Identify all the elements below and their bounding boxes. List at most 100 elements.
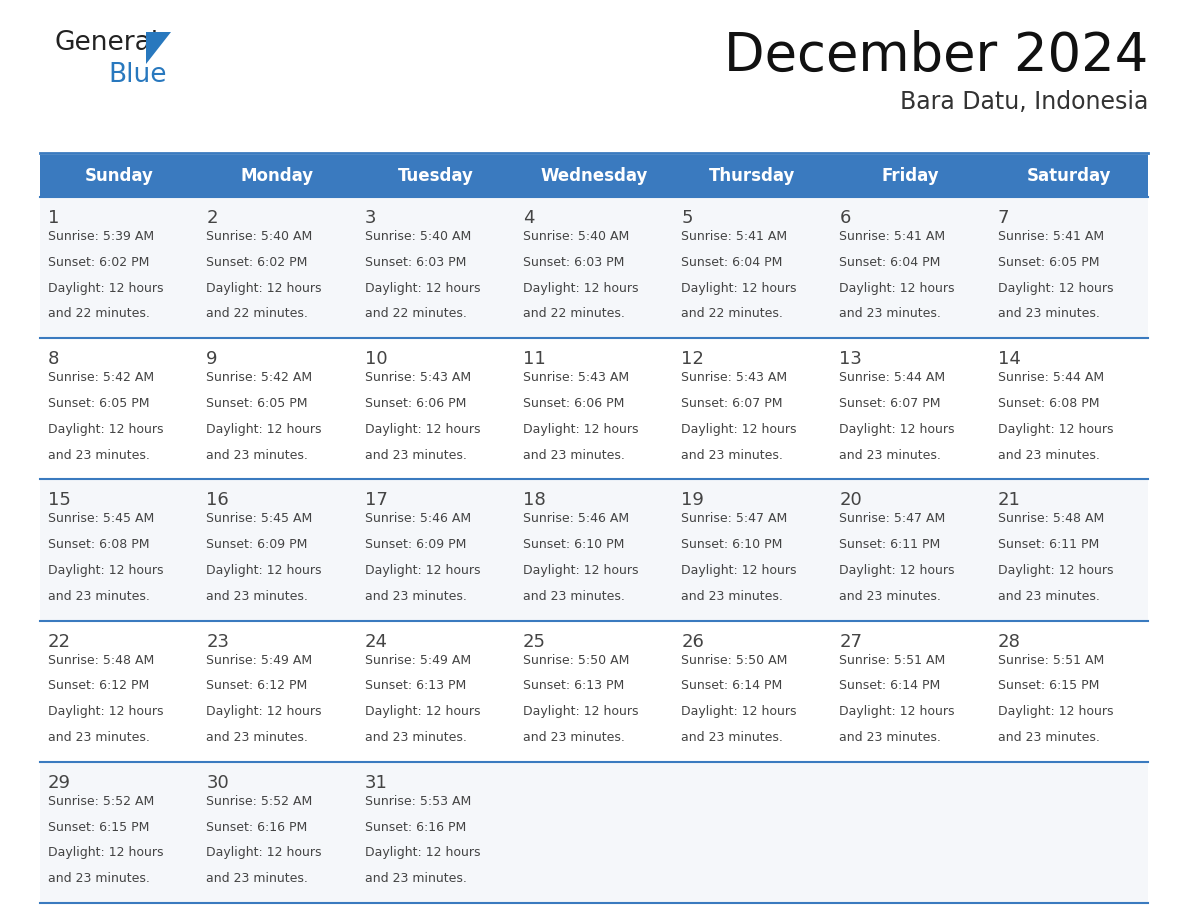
Text: Daylight: 12 hours: Daylight: 12 hours: [998, 423, 1113, 436]
Text: Daylight: 12 hours: Daylight: 12 hours: [523, 564, 638, 577]
Text: Daylight: 12 hours: Daylight: 12 hours: [998, 705, 1113, 718]
Text: and 23 minutes.: and 23 minutes.: [840, 731, 941, 744]
Text: and 23 minutes.: and 23 minutes.: [681, 589, 783, 603]
Text: Sunrise: 5:51 AM: Sunrise: 5:51 AM: [998, 654, 1104, 666]
Text: 2: 2: [207, 209, 217, 227]
Text: Sunrise: 5:49 AM: Sunrise: 5:49 AM: [207, 654, 312, 666]
Bar: [40, 621, 1148, 762]
Text: 19: 19: [681, 491, 704, 509]
Text: 17: 17: [365, 491, 387, 509]
Text: Monday: Monday: [241, 167, 314, 185]
Text: Sunrise: 5:44 AM: Sunrise: 5:44 AM: [840, 371, 946, 385]
Text: Wednesday: Wednesday: [541, 167, 647, 185]
Text: Sunrise: 5:46 AM: Sunrise: 5:46 AM: [365, 512, 470, 525]
Text: 4: 4: [523, 209, 535, 227]
Text: Sunset: 6:07 PM: Sunset: 6:07 PM: [681, 397, 783, 410]
Text: Sunrise: 5:41 AM: Sunrise: 5:41 AM: [998, 230, 1104, 243]
Text: and 23 minutes.: and 23 minutes.: [365, 872, 467, 885]
Text: Sunset: 6:08 PM: Sunset: 6:08 PM: [998, 397, 1099, 410]
Text: Daylight: 12 hours: Daylight: 12 hours: [840, 282, 955, 295]
Text: Sunset: 6:11 PM: Sunset: 6:11 PM: [998, 538, 1099, 551]
Text: Daylight: 12 hours: Daylight: 12 hours: [48, 564, 164, 577]
Text: Daylight: 12 hours: Daylight: 12 hours: [48, 846, 164, 859]
Text: Daylight: 12 hours: Daylight: 12 hours: [48, 423, 164, 436]
Text: Sunset: 6:15 PM: Sunset: 6:15 PM: [48, 821, 150, 834]
Text: Daylight: 12 hours: Daylight: 12 hours: [48, 282, 164, 295]
Text: 15: 15: [48, 491, 71, 509]
Text: 28: 28: [998, 633, 1020, 651]
Text: Sunrise: 5:46 AM: Sunrise: 5:46 AM: [523, 512, 628, 525]
Text: Sunset: 6:13 PM: Sunset: 6:13 PM: [523, 679, 624, 692]
Text: Daylight: 12 hours: Daylight: 12 hours: [365, 564, 480, 577]
Text: Sunset: 6:15 PM: Sunset: 6:15 PM: [998, 679, 1099, 692]
Text: Daylight: 12 hours: Daylight: 12 hours: [681, 282, 797, 295]
Text: Sunrise: 5:40 AM: Sunrise: 5:40 AM: [523, 230, 630, 243]
Text: Sunset: 6:04 PM: Sunset: 6:04 PM: [840, 256, 941, 269]
Text: Sunrise: 5:51 AM: Sunrise: 5:51 AM: [840, 654, 946, 666]
Text: and 23 minutes.: and 23 minutes.: [998, 731, 1100, 744]
Text: Sunset: 6:14 PM: Sunset: 6:14 PM: [681, 679, 783, 692]
Text: Sunrise: 5:43 AM: Sunrise: 5:43 AM: [365, 371, 470, 385]
Text: Sunset: 6:05 PM: Sunset: 6:05 PM: [998, 256, 1099, 269]
Text: 14: 14: [998, 350, 1020, 368]
Text: and 23 minutes.: and 23 minutes.: [840, 589, 941, 603]
Text: Sunrise: 5:44 AM: Sunrise: 5:44 AM: [998, 371, 1104, 385]
Text: Daylight: 12 hours: Daylight: 12 hours: [681, 423, 797, 436]
Text: Sunset: 6:10 PM: Sunset: 6:10 PM: [681, 538, 783, 551]
Text: General: General: [55, 30, 159, 56]
Text: Daylight: 12 hours: Daylight: 12 hours: [523, 423, 638, 436]
Text: 9: 9: [207, 350, 217, 368]
Text: Daylight: 12 hours: Daylight: 12 hours: [207, 423, 322, 436]
Text: 30: 30: [207, 774, 229, 792]
Text: Sunset: 6:02 PM: Sunset: 6:02 PM: [48, 256, 150, 269]
Text: 5: 5: [681, 209, 693, 227]
Text: and 23 minutes.: and 23 minutes.: [523, 731, 625, 744]
Text: and 23 minutes.: and 23 minutes.: [48, 872, 150, 885]
Text: and 23 minutes.: and 23 minutes.: [207, 449, 308, 462]
Text: Daylight: 12 hours: Daylight: 12 hours: [207, 705, 322, 718]
Text: 13: 13: [840, 350, 862, 368]
Text: and 22 minutes.: and 22 minutes.: [48, 308, 150, 320]
Text: Sunrise: 5:50 AM: Sunrise: 5:50 AM: [523, 654, 630, 666]
Text: Sunset: 6:03 PM: Sunset: 6:03 PM: [365, 256, 466, 269]
Text: 29: 29: [48, 774, 71, 792]
Text: 26: 26: [681, 633, 704, 651]
Text: 11: 11: [523, 350, 545, 368]
Text: and 23 minutes.: and 23 minutes.: [523, 449, 625, 462]
Text: Daylight: 12 hours: Daylight: 12 hours: [207, 846, 322, 859]
Text: Sunset: 6:13 PM: Sunset: 6:13 PM: [365, 679, 466, 692]
Text: 25: 25: [523, 633, 545, 651]
Text: Sunrise: 5:40 AM: Sunrise: 5:40 AM: [207, 230, 312, 243]
Text: Sunset: 6:11 PM: Sunset: 6:11 PM: [840, 538, 941, 551]
Text: and 23 minutes.: and 23 minutes.: [998, 589, 1100, 603]
Text: Sunrise: 5:41 AM: Sunrise: 5:41 AM: [681, 230, 788, 243]
Text: and 23 minutes.: and 23 minutes.: [365, 731, 467, 744]
Text: Sunrise: 5:39 AM: Sunrise: 5:39 AM: [48, 230, 154, 243]
Text: and 23 minutes.: and 23 minutes.: [207, 872, 308, 885]
Text: Sunset: 6:06 PM: Sunset: 6:06 PM: [523, 397, 624, 410]
Text: Sunrise: 5:40 AM: Sunrise: 5:40 AM: [365, 230, 470, 243]
Text: Daylight: 12 hours: Daylight: 12 hours: [840, 423, 955, 436]
Bar: [40, 479, 1148, 621]
Text: December 2024: December 2024: [723, 30, 1148, 82]
Text: Daylight: 12 hours: Daylight: 12 hours: [523, 705, 638, 718]
Text: and 23 minutes.: and 23 minutes.: [681, 731, 783, 744]
Text: and 23 minutes.: and 23 minutes.: [207, 589, 308, 603]
Text: Sunset: 6:16 PM: Sunset: 6:16 PM: [207, 821, 308, 834]
Text: 21: 21: [998, 491, 1020, 509]
Text: Daylight: 12 hours: Daylight: 12 hours: [365, 705, 480, 718]
Text: Daylight: 12 hours: Daylight: 12 hours: [365, 846, 480, 859]
Text: Sunrise: 5:42 AM: Sunrise: 5:42 AM: [207, 371, 312, 385]
Text: Sunset: 6:06 PM: Sunset: 6:06 PM: [365, 397, 466, 410]
Text: Sunset: 6:07 PM: Sunset: 6:07 PM: [840, 397, 941, 410]
Text: Sunrise: 5:45 AM: Sunrise: 5:45 AM: [48, 512, 154, 525]
Text: Sunrise: 5:47 AM: Sunrise: 5:47 AM: [681, 512, 788, 525]
Text: 22: 22: [48, 633, 71, 651]
Text: Sunrise: 5:47 AM: Sunrise: 5:47 AM: [840, 512, 946, 525]
Text: Bara Datu, Indonesia: Bara Datu, Indonesia: [899, 90, 1148, 114]
Text: and 23 minutes.: and 23 minutes.: [48, 589, 150, 603]
Text: 27: 27: [840, 633, 862, 651]
Text: Sunset: 6:10 PM: Sunset: 6:10 PM: [523, 538, 624, 551]
Text: Blue: Blue: [108, 62, 166, 88]
Text: Sunset: 6:08 PM: Sunset: 6:08 PM: [48, 538, 150, 551]
